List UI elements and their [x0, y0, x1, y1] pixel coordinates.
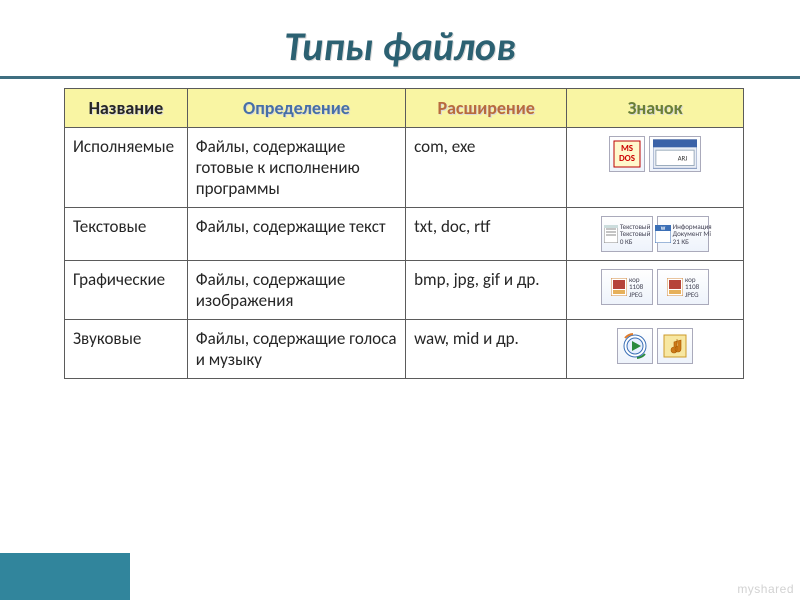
midi-file-icon: [657, 328, 693, 364]
cell-icons: [567, 320, 744, 379]
accent-bar: [0, 553, 130, 600]
header-icon: Значок: [567, 89, 744, 128]
cell-definition: Файлы, содержащие текст: [187, 208, 405, 261]
header-row: Название Определение Расширение Значок: [65, 89, 744, 128]
cell-definition: Файлы, содержащие голоса и музыку: [187, 320, 405, 379]
cell-icons: MSDOS ARJ: [567, 128, 744, 208]
table-row: Звуковые Файлы, содержащие голоса и музы…: [65, 320, 744, 379]
page-title: Типы файлов: [0, 22, 800, 71]
svg-text:W: W: [660, 226, 665, 232]
svg-text:ARJ: ARJ: [678, 155, 688, 163]
cell-name: Исполняемые: [65, 128, 188, 208]
cell-definition: Файлы, содержащие изображения: [187, 261, 405, 320]
table-row: Текстовые Файлы, содержащие текст txt, d…: [65, 208, 744, 261]
txt-file-icon: Текстовый Текстовый 0 КБ: [601, 216, 653, 252]
cell-name: Текстовые: [65, 208, 188, 261]
jpeg-file-icon: кор 1108 JPEG: [601, 269, 653, 305]
cell-name: Звуковые: [65, 320, 188, 379]
table-row: Графические Файлы, содержащие изображени…: [65, 261, 744, 320]
cell-icons: кор 1108 JPEG кор 1108 JPEG: [567, 261, 744, 320]
cell-extension: com, exe: [406, 128, 567, 208]
watermark: myshared: [737, 582, 794, 596]
media-player-icon: [617, 328, 653, 364]
header-definition: Определение: [187, 89, 405, 128]
cell-extension: txt, doc, rtf: [406, 208, 567, 261]
jpeg-file-icon: кор 1108 JPEG: [657, 269, 709, 305]
title-rule: [0, 76, 800, 79]
header-extension: Расширение: [406, 89, 567, 128]
jpeg-label: кор 1108 JPEG: [629, 276, 643, 298]
jpeg-label: кор 1108 JPEG: [685, 276, 699, 298]
file-types-table: Название Определение Расширение Значок И…: [64, 88, 744, 379]
svg-text:DOS: DOS: [619, 153, 635, 164]
window-arj-icon: ARJ: [649, 136, 701, 172]
cell-definition: Файлы, содержащие готовые к исполнению п…: [187, 128, 405, 208]
table-row: Исполняемые Файлы, содержащие готовые к …: [65, 128, 744, 208]
cell-extension: bmp, jpg, gif и др.: [406, 261, 567, 320]
word-doc-icon: W Информация Документ Mi 21 КБ: [657, 216, 709, 252]
msdos-icon: MSDOS: [609, 136, 645, 172]
cell-name: Графические: [65, 261, 188, 320]
header-name: Название: [65, 89, 188, 128]
word-label: Информация Документ Mi 21 КБ: [673, 223, 712, 245]
txt-label: Текстовый Текстовый 0 КБ: [620, 223, 651, 245]
cell-extension: waw, mid и др.: [406, 320, 567, 379]
cell-icons: Текстовый Текстовый 0 КБ W Информация До…: [567, 208, 744, 261]
